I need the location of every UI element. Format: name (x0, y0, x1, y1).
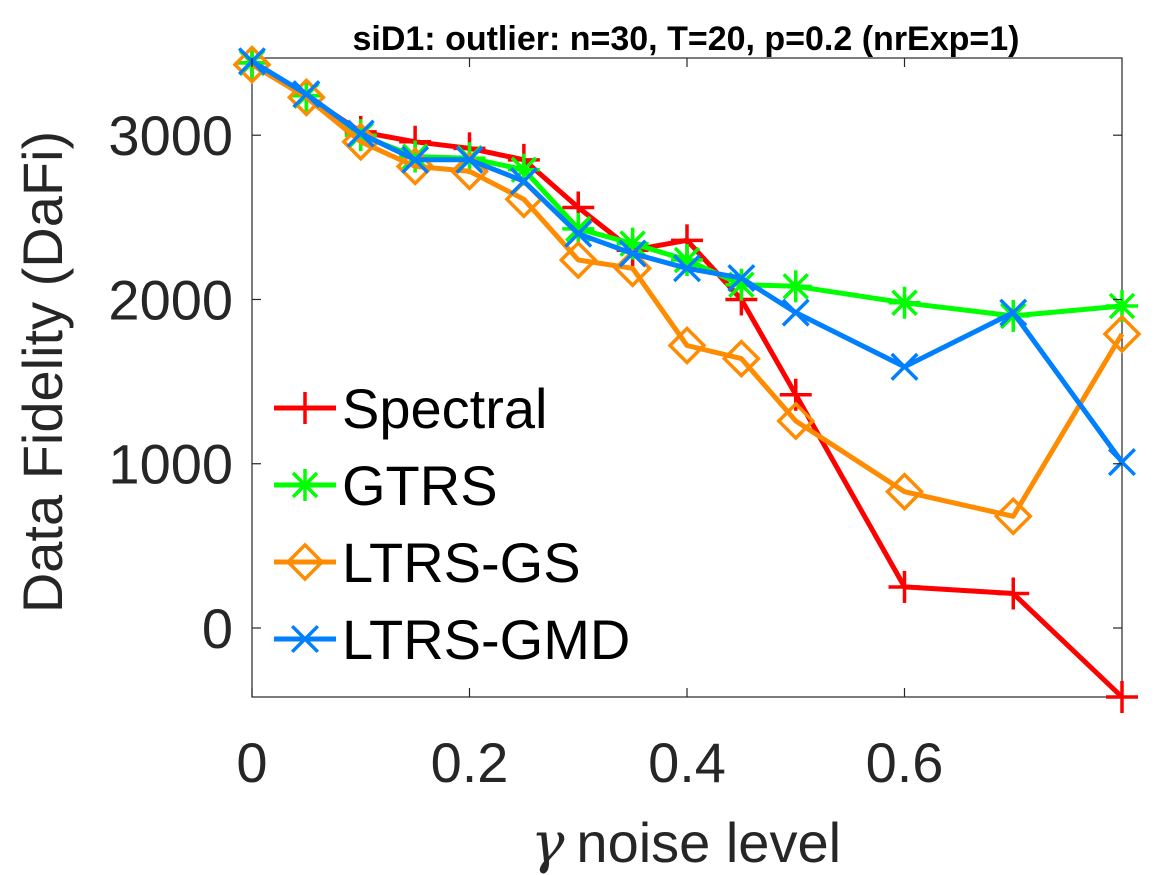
data-point (727, 264, 756, 293)
series-layer (232, 45, 1142, 713)
data-point (776, 401, 816, 441)
x-axis-label: γ noise level (531, 811, 841, 875)
legend: Spectral GTRS LTRS-GS LTRS-GMD (274, 377, 630, 671)
legend-marker (290, 624, 320, 654)
y-tick-label: 3000 (108, 104, 233, 167)
x-tick-label: 0 (236, 731, 267, 794)
data-point (401, 145, 430, 174)
series-ltrs-gs (232, 45, 1142, 536)
y-axis-label: Data Fidelity (DaFi) (11, 131, 74, 613)
data-point (232, 45, 272, 85)
data-point (890, 352, 919, 381)
legend-label: LTRS-GS (342, 531, 581, 594)
series-ltrs-gmd (237, 47, 1137, 477)
legend-marker (289, 469, 321, 501)
data-point (885, 472, 924, 512)
data-point (721, 339, 761, 379)
data-point (993, 496, 1033, 536)
data-point (1102, 314, 1142, 354)
series-line (250, 59, 1125, 464)
legend-item-gtrs: GTRS (274, 454, 498, 517)
y-tick-label: 1000 (108, 433, 233, 496)
data-point (672, 254, 702, 283)
data-point (1107, 448, 1137, 477)
data-point (564, 219, 593, 248)
data-point (997, 577, 1030, 610)
legend-marker (285, 542, 325, 582)
data-point (509, 167, 538, 196)
y-tick-label: 0 (202, 597, 233, 660)
legend-label: LTRS-GMD (342, 608, 630, 671)
data-point (888, 570, 921, 603)
series-line (250, 62, 1125, 519)
x-tick-label: 0.4 (648, 731, 726, 794)
legend-item-ltrs-gmd: LTRS-GMD (274, 608, 630, 671)
data-point (667, 325, 707, 365)
data-point (455, 145, 484, 174)
data-point (781, 298, 810, 327)
legend-label: GTRS (342, 454, 498, 517)
legend-label: Spectral (342, 377, 547, 440)
axis-ticks: 0 0.2 0.4 0.6 0 1000 2000 3000 (108, 58, 1122, 794)
x-axis-label-text: noise level (576, 811, 841, 874)
data-point (286, 77, 326, 117)
x-axis-label-symbol: γ (531, 811, 565, 875)
data-point (888, 286, 921, 319)
data-point (346, 119, 375, 148)
legend-marker (289, 392, 321, 424)
data-point (1106, 681, 1138, 713)
chart-title: siD1: outlier: n=30, T=20, p=0.2 (nrExp=… (352, 20, 1019, 58)
data-point (999, 298, 1028, 327)
legend-item-ltrs-gs: LTRS-GS (274, 531, 581, 594)
data-point (779, 270, 812, 303)
x-tick-label: 0.6 (866, 731, 944, 794)
x-tick-label: 0.2 (431, 731, 509, 794)
y-tick-label: 2000 (108, 268, 233, 331)
data-point (618, 239, 647, 268)
data-point (292, 80, 321, 109)
legend-item-spectral: Spectral (274, 377, 547, 440)
data-point (558, 240, 598, 280)
data-point (341, 122, 381, 162)
